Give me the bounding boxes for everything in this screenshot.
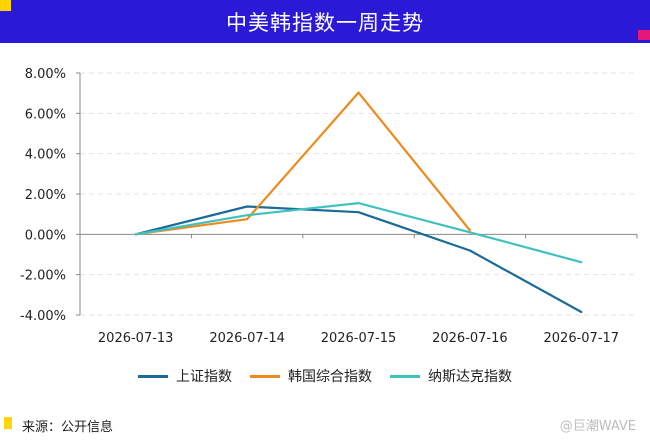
gridlines — [80, 72, 637, 316]
y-tick-labels: 8.00% 6.00% 4.00% 2.00% 0.00% -2.00% -4.00% — [20, 67, 66, 324]
x-tick-label: 2026-07-14 — [209, 331, 285, 346]
legend-swatch — [390, 374, 420, 378]
x-tick-labels: 2026-07-13 2026-07-14 2026-07-15 2026-07-16… — [98, 331, 619, 346]
y-tick-label: 6.00% — [25, 107, 66, 122]
y-tick-label: 0.00% — [25, 228, 66, 243]
footer-marker — [4, 417, 12, 429]
y-tick-label: 4.00% — [25, 148, 66, 163]
y-tick-label: 2.00% — [25, 188, 66, 203]
footer: 来源：公开信息 @巨潮WAVE — [0, 413, 650, 435]
source-note: 来源：公开信息 — [22, 420, 114, 435]
legend: 上证指数 韩国综合指数 纳斯达克指数 — [0, 364, 650, 388]
line-chart: 8.00% 6.00% 4.00% 2.00% 0.00% -2.00% -4.00% 20… — [20, 67, 638, 346]
legend-label: 上证指数 — [176, 369, 232, 385]
series-line — [134, 91, 471, 236]
x-tick-label: 2026-07-16 — [432, 331, 508, 346]
legend-item: 上证指数 — [138, 366, 232, 386]
legend-swatch — [138, 374, 168, 378]
watermark: @巨潮WAVE — [559, 419, 636, 434]
x-tick-label: 2026-07-17 — [544, 331, 620, 346]
axes — [76, 72, 638, 316]
series-lines — [134, 91, 583, 314]
y-tick-label: -2.00% — [20, 269, 66, 284]
y-tick-label: -4.00% — [20, 309, 66, 324]
y-tick-label: 8.00% — [25, 67, 66, 82]
legend-item: 纳斯达克指数 — [390, 366, 512, 386]
legend-item: 韩国综合指数 — [250, 366, 372, 386]
legend-swatch — [250, 374, 280, 378]
corner-accent-yellow — [0, 0, 11, 11]
corner-accent-pink — [638, 30, 650, 40]
series-line — [134, 205, 583, 314]
chart-title: 中美韩指数一周走势 — [0, 0, 650, 43]
x-tick-label: 2026-07-13 — [98, 331, 174, 346]
series-line — [134, 202, 583, 264]
legend-label: 纳斯达克指数 — [428, 369, 512, 385]
legend-label: 韩国综合指数 — [288, 369, 372, 385]
x-tick-label: 2026-07-15 — [321, 331, 397, 346]
